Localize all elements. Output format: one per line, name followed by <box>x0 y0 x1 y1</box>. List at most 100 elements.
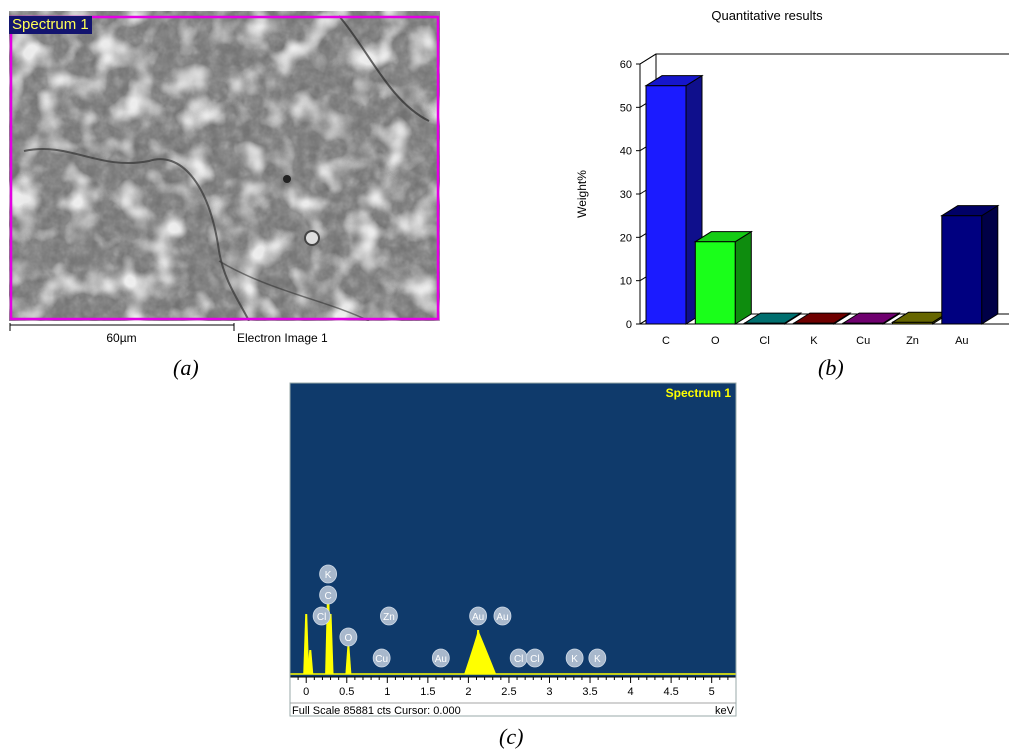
x-tick-label: 4 <box>628 686 634 698</box>
marker-bubble <box>588 648 607 668</box>
sem-micrograph <box>9 11 440 321</box>
x-tick-label: 3 <box>546 686 552 698</box>
x-tick-label: 1.5 <box>420 686 435 698</box>
element-marker: Au <box>493 606 512 626</box>
x-tick-label: 2 <box>465 686 471 698</box>
x-tick-label: O <box>711 335 720 347</box>
marker-label: Zn <box>383 612 395 623</box>
spectrum-label: Spectrum 1 <box>9 16 92 34</box>
marker-bubble <box>339 627 358 647</box>
marker-bubble <box>319 564 338 584</box>
bar-front <box>645 85 687 325</box>
element-marker: Cu <box>372 648 391 668</box>
element-marker: K <box>588 648 607 668</box>
marker-label: Au <box>435 654 447 665</box>
spectrum-peak <box>327 614 334 674</box>
y-tick-label: 0 <box>626 319 632 331</box>
image-label: Electron Image 1 <box>237 331 328 345</box>
caption-b: (b) <box>818 355 844 380</box>
bar-zn <box>890 311 951 325</box>
scale-label: 60µm <box>106 331 137 345</box>
marker-bubble <box>525 648 544 668</box>
element-marker: Au <box>469 606 488 626</box>
bar-au <box>940 204 1000 325</box>
x-tick-label: Cu <box>856 335 870 347</box>
quantitative-chart: Quantitative results 0 10 20 30 40 50 60 Weight%… <box>575 8 1009 347</box>
x-tick-label: 3.5 <box>582 686 597 698</box>
y-axis-label: Weight% <box>575 170 589 218</box>
y-tick-label: 20 <box>620 232 632 244</box>
marker-bubble <box>565 648 584 668</box>
element-marker: C <box>319 585 338 605</box>
marker-bubble <box>312 606 331 626</box>
element-marker: O <box>339 627 358 647</box>
spectrum-footer-left: Full Scale 85881 cts Cursor: 0.000 <box>292 705 461 717</box>
marker-label: O <box>344 633 352 644</box>
element-marker: K <box>319 564 338 584</box>
quantitative-chart-panel: Quantitative results 0 10 20 30 40 50 60 Weight%… <box>560 0 1009 350</box>
spectrum-peak <box>303 614 310 674</box>
marker-label: Cl <box>514 654 523 665</box>
x-tick-label: 4.5 <box>663 686 678 698</box>
bar-cl <box>742 312 803 325</box>
x-tick-label: 0.5 <box>339 686 354 698</box>
chart-title: Quantitative results <box>711 8 823 23</box>
bar-top <box>940 205 1000 217</box>
caption-a: (a) <box>173 355 199 380</box>
bar-side <box>734 230 752 325</box>
x-axis-area <box>290 677 736 703</box>
bar-side <box>981 204 999 325</box>
marker-label: K <box>325 570 332 581</box>
bar-front <box>694 241 736 325</box>
sem-panel: Spectrum 1 60µm Electron Image 1 <box>9 11 440 346</box>
x-tick-label: 1 <box>384 686 390 698</box>
bar-c <box>644 74 704 325</box>
marker-label: Cu <box>375 654 388 665</box>
marker-bubble <box>319 585 338 605</box>
y-tick-label: 40 <box>620 146 632 158</box>
marker-bubble <box>431 648 450 668</box>
bar-top <box>693 231 754 243</box>
chart-back-wall-top <box>639 53 1009 65</box>
element-marker: Au <box>431 648 450 668</box>
marker-bubble <box>469 606 488 626</box>
marker-bubble <box>493 606 512 626</box>
bar-top <box>792 312 852 324</box>
bar-o <box>693 230 754 325</box>
scale-bar <box>9 323 235 331</box>
bar-top <box>644 75 704 87</box>
y-tick-label: 50 <box>620 102 632 114</box>
caption-c: (c) <box>499 724 524 749</box>
bar-k <box>792 312 852 325</box>
spectrum-panel: Spectrum 1 K C Cl O Zn Cu Au Au Au Cl Cl K K 0 0.5 1 1.5 2… <box>287 380 739 718</box>
element-marker: K <box>565 648 584 668</box>
marker-label: Cl <box>317 612 326 623</box>
marker-label: C <box>324 591 331 602</box>
y-tick-label: 10 <box>620 276 632 288</box>
spectrum-frame <box>289 382 737 717</box>
x-tick-label: 0 <box>303 686 309 698</box>
y-tick-label: 60 <box>620 59 632 71</box>
x-tick-label: Au <box>955 335 968 347</box>
spectrum-peak <box>464 630 497 674</box>
bar-front <box>941 215 983 325</box>
spectrum-peak <box>307 650 314 674</box>
spectrum-label: Spectrum 1 <box>666 386 732 400</box>
x-tick-label: Cl <box>759 335 769 347</box>
bar-top <box>742 312 803 324</box>
x-tick-label: C <box>662 335 670 347</box>
x-tick-label: 2.5 <box>501 686 516 698</box>
y-tick-label: 30 <box>620 189 632 201</box>
element-marker: Cl <box>312 606 331 626</box>
spectrum-footer-right: keV <box>715 705 735 717</box>
bar-top <box>841 312 901 324</box>
marker-label: Au <box>496 612 508 623</box>
marker-label: K <box>594 654 601 665</box>
marker-bubble <box>380 606 398 626</box>
marker-label: Cl <box>530 654 539 665</box>
spectrum-plot-area <box>290 383 736 677</box>
x-tick-label: 5 <box>709 686 715 698</box>
marker-label: Au <box>472 612 484 623</box>
x-tick-label: K <box>810 335 818 347</box>
